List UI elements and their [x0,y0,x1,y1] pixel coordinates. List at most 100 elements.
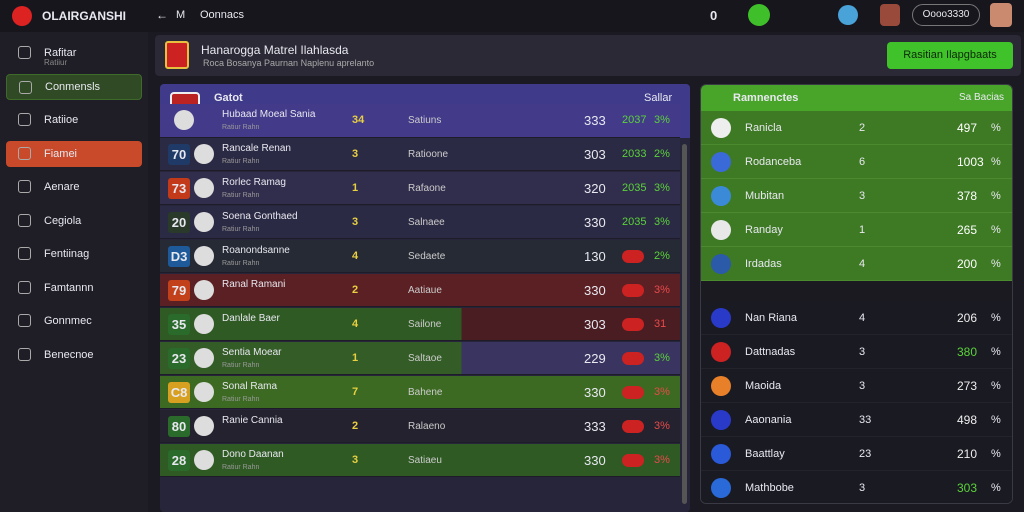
standing-row[interactable]: Nan Riana 4 206% [701,301,1012,335]
value: 330 [584,283,606,298]
position: Bahene [408,387,443,398]
player-sub: Ratiur Rahn [222,192,260,199]
nav-item[interactable]: Gonnmec [6,308,142,334]
nav-item[interactable]: Fentiinag [6,241,142,267]
player-name: Dono Daanan [222,449,284,460]
percent: 3% [654,352,670,364]
nav-item[interactable]: Famtannn [6,275,142,301]
value: 303 [584,147,606,162]
trend-badge [622,318,644,331]
team-logo [194,246,214,266]
rank: C8 [168,382,190,403]
team-logo [194,178,214,198]
standings: Ramnenctes Sa Bacias Ranicla 2 497% Rodance… [700,84,1013,504]
nav-item[interactable]: Benecnoe [6,342,142,368]
rank: 28 [168,450,190,471]
nav-item[interactable]: Rafitar [6,40,142,66]
value: 333 [584,113,606,128]
nav-label: Ratiioe [44,114,79,126]
team-name: Mathbobe [745,482,794,494]
player-name: Soena Gonthaed [222,211,298,222]
team-logo [174,110,194,130]
table-row[interactable]: 70 Rancale Renan Ratiur Rahn 3 Ratioone 303 20… [160,138,680,171]
table-row[interactable]: 73 Rorlec Ramag Ratiur Rahn 1 Rafaone 320 2035… [160,172,680,205]
coins-button[interactable]: Oooo3330 [912,4,980,26]
table-row[interactable]: 28 Dono Daanan Ratiur Rahn 3 Satiaeu 330 3% [160,444,680,477]
counter: 0 [710,8,718,23]
table-row[interactable]: 20 Soena Gonthaed Ratiur Rahn 3 Salnaee 330 20… [160,206,680,239]
value: 229 [584,351,606,366]
points: 273 [957,379,978,393]
standing-row[interactable]: Aaonania 33 498% [701,403,1012,437]
position: Sailone [408,319,442,330]
back-button[interactable]: ← [156,8,168,22]
standing-row[interactable]: Ranicla 2 497% [701,111,1012,145]
played: 3 [859,482,866,494]
table-row[interactable]: 79 Ranal Ramani 2 Aatiaue 330 3% [160,274,680,307]
team-name: Mubitan [745,190,785,202]
table-row[interactable]: 35 Danlale Baer 4 Sailone 303 31 [160,308,680,341]
head-right: Sallar [644,92,673,104]
standing-row[interactable]: Irdadas 4 200% [701,247,1012,281]
team-logo [711,186,731,206]
trend: 2037 [622,114,647,126]
table-row[interactable]: Hubaad Moeal Sania Ratiur Rahn 34 Satiuns 33… [160,104,680,138]
standings-head: Ramnenctes Sa Bacias [701,85,1012,111]
standing-row[interactable]: Randay 1 265% [701,213,1012,247]
percent: 3% [654,216,670,228]
head-title: Gatot [214,92,243,104]
table-row[interactable]: 80 Ranie Cannia 2 Ralaeno 333 3% [160,410,680,443]
standing-row[interactable]: Rodanceba 6 1003% [701,145,1012,179]
profile[interactable] [990,3,1012,27]
table-row[interactable]: C8 Sonal Rama Ratiur Rahn 7 Bahene 330 3% [160,376,680,409]
status-icon[interactable] [748,4,770,26]
player-sub: Ratiur Rahn [222,260,260,267]
action-button[interactable]: Rasitian Ilapgbaats [887,42,1013,69]
menu-button[interactable]: M [176,9,186,21]
played: 23 [859,448,872,460]
unit: % [991,414,1001,426]
team-name: Aaonania [745,414,792,426]
played: 33 [859,414,872,426]
header-subtitle: Roca Bosanya Paurnan Naplenu aprelanto [203,58,375,68]
percent: 2% [654,148,670,160]
table-row[interactable]: D3 Roanondsanne Ratiur Rahn 4 Sedaete 130 2% [160,240,680,273]
player-sub: Ratiur Rahn [222,226,260,233]
nav-icon [18,113,31,126]
section-title: Oonnacs [200,9,245,21]
nav-item[interactable]: Aenare [6,174,142,200]
standing-row[interactable]: Baattlay 23 210% [701,437,1012,471]
player-name: Rorlec Ramag [222,177,286,188]
nav-label: Cegiola [44,214,82,227]
nav-icon [19,80,32,94]
table-row[interactable]: 23 Sentia Moear Ratiur Rahn 1 Saltaoe 229 3% [160,342,680,375]
chat-icon[interactable] [838,5,858,25]
nav-label: Fentiinag [44,248,90,260]
percent: 3% [654,420,670,432]
position: Sedaete [408,251,446,262]
standing-row[interactable]: Maoida 3 273% [701,369,1012,403]
value: 130 [584,249,606,264]
scrollbar[interactable] [682,144,687,504]
avatar[interactable] [880,4,900,26]
nav-item[interactable]: Ratiioe [6,107,142,133]
nav-item[interactable]: Cegiola [6,208,142,234]
nav-item[interactable]: Conmensls [6,73,142,100]
trend: 2035 [622,182,647,194]
score: 2 [352,420,359,432]
standing-row[interactable]: Mathbobe 3 303% [701,471,1012,503]
team-name: Ranicla [745,122,782,134]
points: 265 [957,223,978,237]
standing-row[interactable]: Mubitan 3 378% [701,179,1012,213]
value: 320 [584,181,606,196]
standing-row[interactable]: Dattnadas 3 380% [701,335,1012,369]
percent: 3% [654,114,670,126]
nav-label: Benecnoe [44,348,94,361]
team-logo [711,220,731,240]
player-name: Ranie Cannia [222,415,283,426]
points: 378 [957,189,978,203]
score: 2 [352,284,359,296]
value: 333 [584,419,606,434]
nav-item[interactable]: Fiamei [6,140,142,167]
team-logo [711,118,731,138]
